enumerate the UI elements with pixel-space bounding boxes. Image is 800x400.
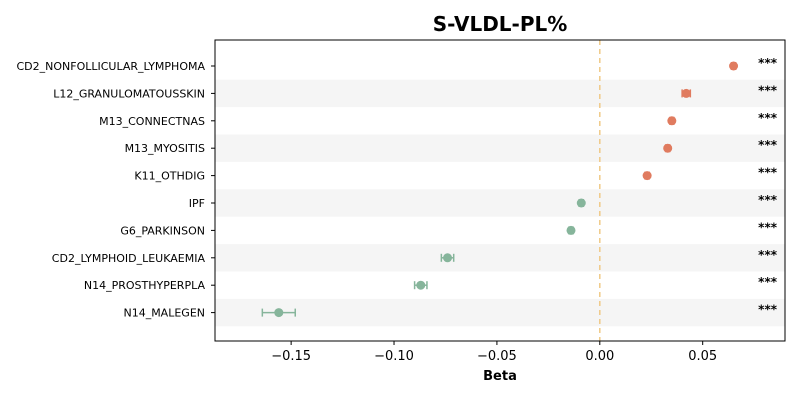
plot-frame bbox=[214, 39, 786, 342]
significance-label: *** bbox=[758, 166, 778, 180]
significance-label: *** bbox=[758, 83, 778, 97]
significance-label: *** bbox=[758, 303, 778, 317]
category-label: L12_GRANULOMATOUSSKIN bbox=[53, 87, 205, 100]
x-tick-label: −0.15 bbox=[271, 349, 311, 364]
row-band bbox=[215, 244, 785, 272]
row-band bbox=[215, 298, 785, 327]
row-band bbox=[215, 134, 785, 162]
category-label: K11_OTHDIG bbox=[134, 170, 205, 183]
category-label: CD2_NONFOLLICULAR_LYMPHOMA bbox=[17, 60, 206, 73]
significance-label: *** bbox=[758, 138, 778, 152]
data-point bbox=[667, 116, 677, 126]
significance-label: *** bbox=[758, 220, 778, 234]
significance-label: *** bbox=[758, 193, 778, 207]
significance-label: *** bbox=[758, 275, 778, 289]
data-point bbox=[443, 253, 453, 263]
row-band bbox=[215, 79, 785, 108]
row-band bbox=[215, 189, 785, 217]
category-labels: CD2_NONFOLLICULAR_LYMPHOMA L12_GRANULOMAT… bbox=[17, 60, 215, 320]
significance-labels: *** *** *** *** *** *** *** *** *** *** bbox=[758, 56, 778, 317]
category-label: CD2_LYMPHOID_LEUKAEMIA bbox=[52, 252, 206, 265]
data-point bbox=[663, 143, 673, 153]
data-point bbox=[274, 308, 284, 318]
chart-title: S-VLDL-PL% bbox=[433, 12, 568, 36]
significance-label: *** bbox=[758, 56, 778, 70]
significance-label: *** bbox=[758, 111, 778, 125]
category-label: N14_MALEGEN bbox=[123, 307, 205, 320]
category-label: IPF bbox=[189, 197, 205, 210]
x-tick-label: −0.05 bbox=[477, 349, 517, 364]
data-point bbox=[729, 61, 739, 71]
data-point bbox=[576, 198, 586, 208]
x-tick-label: −0.10 bbox=[374, 349, 414, 364]
data-point bbox=[681, 88, 691, 98]
category-label: M13_CONNECTNAS bbox=[99, 115, 205, 128]
data-marks bbox=[261, 61, 739, 318]
data-point bbox=[642, 171, 652, 181]
data-point bbox=[566, 225, 576, 235]
x-tick-label: 0.05 bbox=[688, 349, 717, 364]
significance-label: *** bbox=[758, 248, 778, 262]
category-label: N14_PROSTHYPERPLA bbox=[84, 279, 206, 292]
x-axis-ticks: −0.15 −0.10 −0.05 0.00 0.05 bbox=[271, 341, 717, 364]
category-label: G6_PARKINSON bbox=[120, 224, 205, 237]
category-label: M13_MYOSITIS bbox=[125, 142, 205, 155]
row-bands bbox=[215, 79, 785, 327]
data-point bbox=[416, 280, 426, 290]
x-axis-label: Beta bbox=[483, 369, 517, 384]
x-tick-label: 0.00 bbox=[585, 349, 614, 364]
